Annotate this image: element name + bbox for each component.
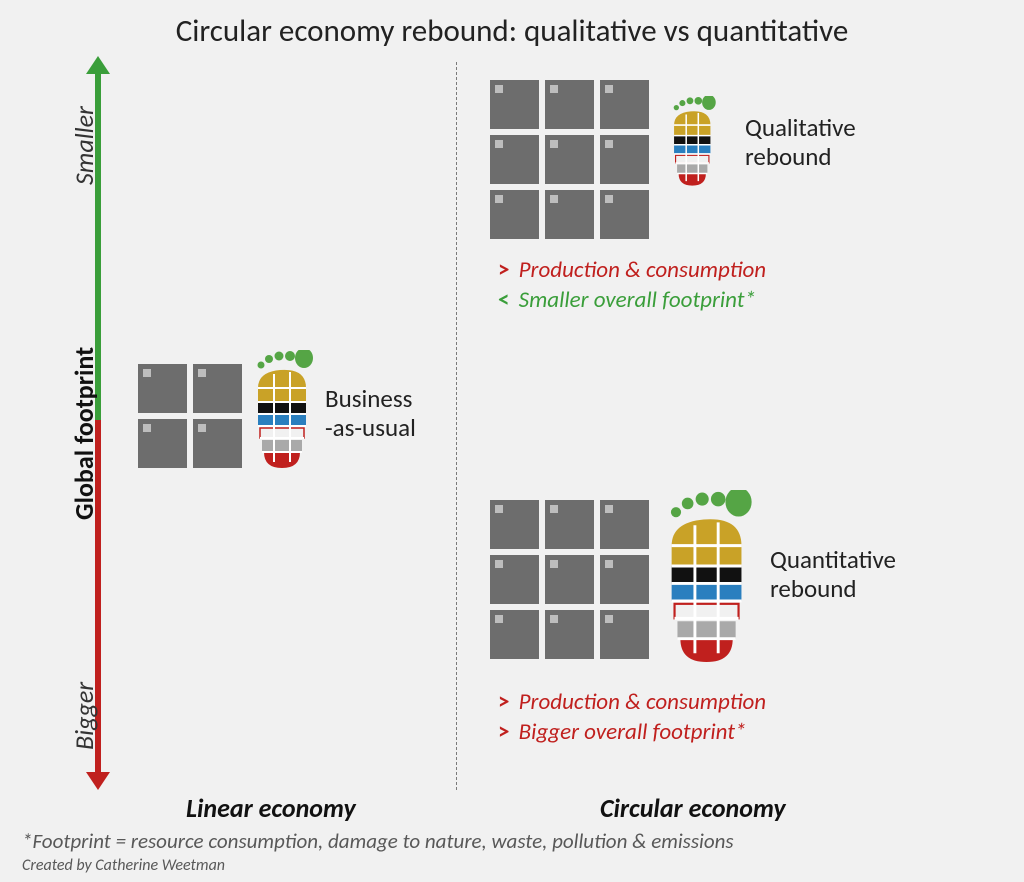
quantitative-line-b: > Bigger overall footprint*: [498, 718, 746, 746]
box-icon: [600, 135, 649, 184]
qualitative-line-a-text: Production & consumption: [519, 256, 766, 284]
bau-label-line2: -as-usual: [325, 412, 416, 443]
box-icon: [138, 419, 187, 468]
quantitative-line-b-text: Bigger overall footprint*: [519, 718, 747, 746]
box-icon: [545, 500, 594, 549]
footprint-icon: [668, 96, 718, 192]
qualitative-line-b-text: Smaller overall footprint*: [519, 286, 756, 314]
x-label-linear: Linear economy: [186, 792, 356, 824]
axis-arrow-down-icon: [86, 772, 110, 790]
axis-label-smaller: Smaller: [68, 106, 100, 185]
column-divider: [456, 62, 457, 790]
gt-icon: >: [498, 256, 509, 284]
quantitative-label-line2: rebound: [770, 573, 857, 604]
qualitative-line-a: > Production & consumption: [498, 256, 766, 284]
box-icon: [193, 364, 242, 413]
box-icon: [490, 610, 539, 659]
quantitative-boxgrid: [490, 500, 649, 659]
qualitative-label-line2: rebound: [745, 141, 832, 172]
quantitative-line-a-text: Production & consumption: [519, 688, 766, 716]
box-icon: [545, 135, 594, 184]
axis-label-bigger: Bigger: [68, 682, 100, 750]
box-icon: [600, 610, 649, 659]
box-icon: [600, 80, 649, 129]
quantitative-label-line1: Quantitative: [770, 544, 896, 575]
box-icon: [490, 190, 539, 239]
footprint-icon: [250, 350, 316, 476]
qualitative-label-line1: Qualitative: [745, 112, 856, 143]
box-icon: [600, 555, 649, 604]
box-icon: [490, 135, 539, 184]
x-label-circular: Circular economy: [600, 792, 786, 824]
page-title: Circular economy rebound: qualitative vs…: [0, 12, 1024, 50]
axis-label-global: Global footprint: [68, 347, 100, 520]
footprint-icon: [660, 490, 756, 674]
quantitative-label: Quantitative rebound: [770, 546, 896, 604]
box-icon: [545, 610, 594, 659]
box-icon: [490, 500, 539, 549]
qualitative-boxgrid: [490, 80, 649, 239]
box-icon: [545, 80, 594, 129]
footnote: *Footprint = resource consumption, damag…: [22, 828, 734, 854]
qualitative-line-b: < Smaller overall footprint*: [498, 286, 756, 314]
box-icon: [490, 80, 539, 129]
box-icon: [600, 500, 649, 549]
quantitative-line-a: > Production & consumption: [498, 688, 766, 716]
lt-icon: <: [498, 286, 509, 314]
bau-label: Business -as-usual: [325, 385, 416, 443]
credit: Created by Catherine Weetman: [22, 856, 225, 875]
box-icon: [193, 419, 242, 468]
gt-icon: >: [498, 688, 509, 716]
box-icon: [545, 190, 594, 239]
box-icon: [490, 555, 539, 604]
box-icon: [545, 555, 594, 604]
box-icon: [600, 190, 649, 239]
box-icon: [138, 364, 187, 413]
bau-boxgrid: [138, 364, 242, 468]
gt-icon: >: [498, 718, 509, 746]
qualitative-label: Qualitative rebound: [745, 114, 856, 172]
bau-label-line1: Business: [325, 383, 412, 414]
